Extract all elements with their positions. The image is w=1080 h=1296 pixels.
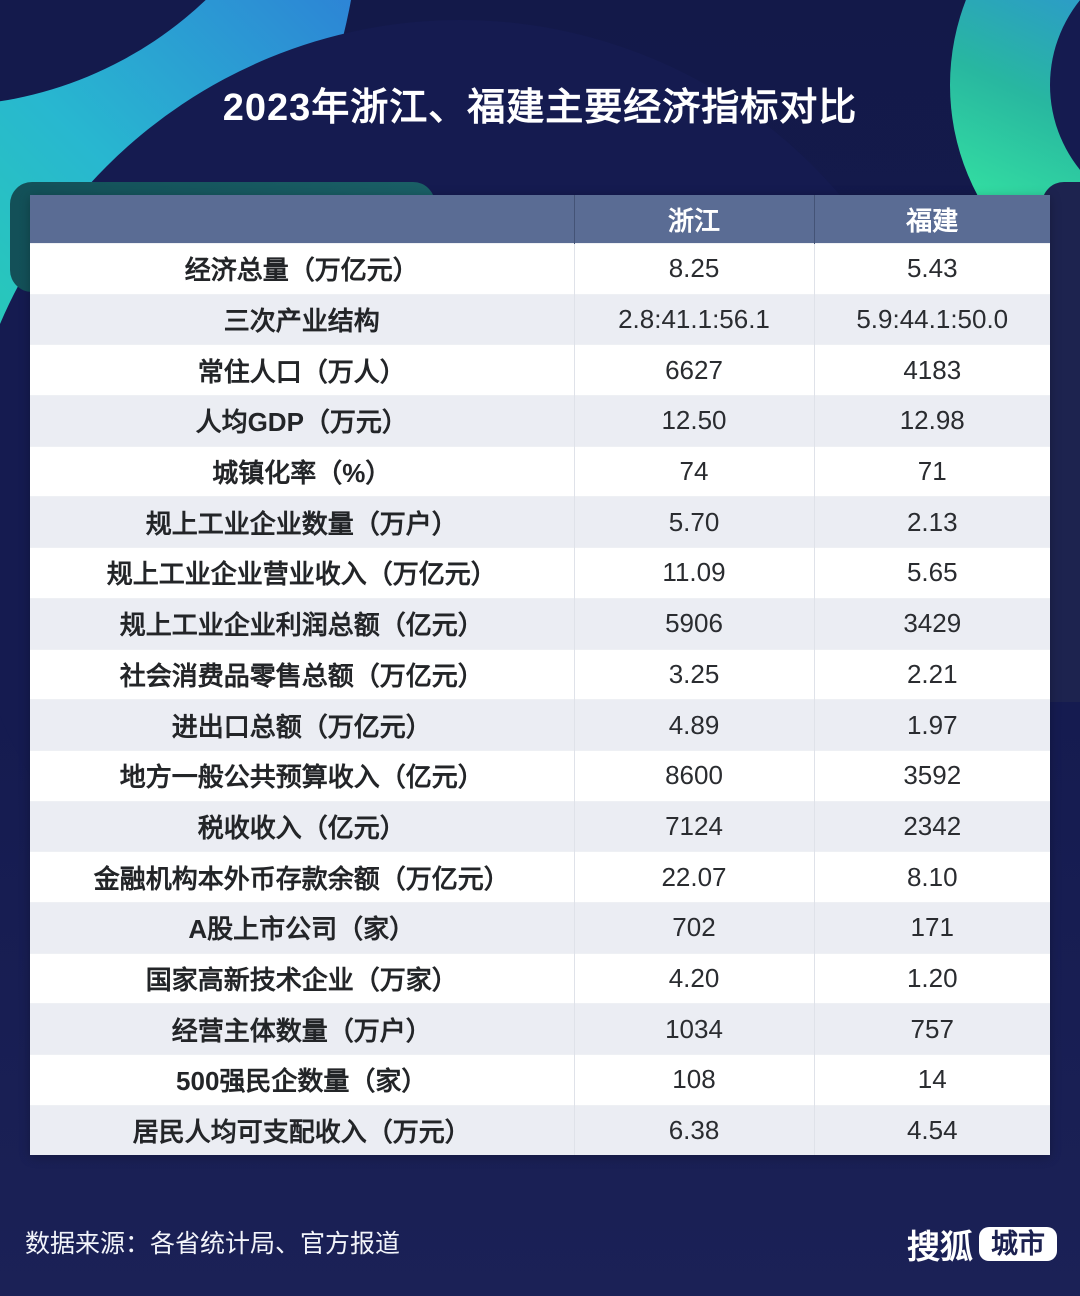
indicator-cell: 规上工业企业营业收入（万亿元） — [106, 559, 497, 590]
fujian-value-cell: 4.54 — [813, 1105, 1050, 1156]
fujian-value-cell: 4183 — [813, 344, 1050, 396]
table-row: 进出口总额（万亿元） 4.89 1.97 — [30, 699, 1050, 751]
fujian-value-cell: 8.10 — [813, 851, 1050, 903]
zhejiang-value-cell: 6627 — [573, 344, 814, 396]
fujian-value-cell: 171 — [813, 902, 1050, 954]
fujian-value-cell: 1.97 — [813, 699, 1050, 751]
indicator-cell: 社会消费品零售总额（万亿元） — [119, 660, 484, 691]
indicator-cell: A股上市公司（家） — [188, 914, 416, 945]
indicator-cell: 三次产业结构 — [223, 306, 380, 337]
fujian-value-cell: 5.65 — [813, 547, 1050, 599]
zhejiang-value-cell: 4.20 — [573, 953, 814, 1004]
indicator-cell: 500强民企数量（家） — [176, 1066, 428, 1097]
table-row: 金融机构本外币存款余额（万亿元） 22.07 8.10 — [30, 851, 1050, 903]
indicator-cell: 常住人口（万人） — [197, 356, 406, 387]
fujian-value-cell: 1.20 — [813, 953, 1050, 1004]
zhejiang-value-cell: 4.89 — [573, 699, 814, 751]
table-row: 地方一般公共预算收入（亿元） 8600 3592 — [30, 750, 1050, 802]
table-row: 城镇化率（%） 74 71 — [30, 446, 1050, 497]
indicator-cell: 金融机构本外币存款余额（万亿元） — [93, 863, 510, 894]
zhejiang-value-cell: 11.09 — [573, 547, 814, 599]
indicator-cell: 地方一般公共预算收入（亿元） — [119, 762, 484, 793]
table-row: 社会消费品零售总额（万亿元） 3.25 2.21 — [30, 649, 1050, 700]
fujian-value-cell: 14 — [813, 1054, 1050, 1106]
indicator-cell: 经营主体数量（万户） — [171, 1015, 432, 1046]
indicator-cell: 规上工业企业利润总额（亿元） — [119, 610, 484, 641]
table-row: 常住人口（万人） 6627 4183 — [30, 344, 1050, 396]
zhejiang-value-cell: 8600 — [573, 750, 814, 802]
indicator-cell: 规上工业企业数量（万户） — [145, 508, 458, 539]
table-row: 居民人均可支配收入（万元） 6.38 4.54 — [30, 1105, 1050, 1156]
table-row: 税收收入（亿元） 7124 2342 — [30, 801, 1050, 852]
fujian-value-cell: 3592 — [813, 750, 1050, 802]
zhejiang-value-cell: 12.50 — [573, 395, 814, 447]
indicator-cell: 进出口总额（万亿元） — [171, 711, 432, 742]
table-row: A股上市公司（家） 702 171 — [30, 902, 1050, 954]
fujian-value-cell: 5.9:44.1:50.0 — [813, 294, 1050, 345]
table-row: 500强民企数量（家） 108 14 — [30, 1054, 1050, 1106]
fujian-value-cell: 71 — [813, 446, 1050, 497]
city-logo-badge: 城市 — [979, 1227, 1057, 1261]
zhejiang-value-cell: 5.70 — [573, 496, 814, 548]
zhejiang-value-cell: 6.38 — [573, 1105, 814, 1156]
zhejiang-value-cell: 7124 — [573, 801, 814, 852]
indicator-cell: 国家高新技术企业（万家） — [145, 964, 458, 995]
zhejiang-value-cell: 702 — [573, 902, 814, 954]
indicator-cell: 人均GDP（万元） — [195, 407, 408, 438]
comparison-table: 浙江 福建 经济总量（万亿元） 8.25 5.43 三次产业结构 2.8:41.1:56… — [30, 195, 1050, 1156]
header-indicator-column — [30, 195, 574, 244]
data-source-note: 数据来源：各省统计局、官方报道 — [25, 1230, 401, 1258]
page-title: 2023年浙江、福建主要经济指标对比 — [222, 87, 858, 129]
header-zhejiang-column: 浙江 — [573, 195, 814, 244]
zhejiang-value-cell: 108 — [573, 1054, 814, 1106]
fujian-value-cell: 2342 — [813, 801, 1050, 852]
fujian-value-cell: 12.98 — [813, 395, 1050, 447]
table-row: 经营主体数量（万户） 1034 757 — [30, 1003, 1050, 1055]
table-header-row: 浙江 福建 — [30, 195, 1050, 244]
zhejiang-value-cell: 2.8:41.1:56.1 — [573, 294, 814, 345]
table-row: 规上工业企业数量（万户） 5.70 2.13 — [30, 496, 1050, 548]
table-row: 人均GDP（万元） 12.50 12.98 — [30, 395, 1050, 447]
indicator-cell: 居民人均可支配收入（万元） — [132, 1117, 471, 1148]
zhejiang-value-cell: 74 — [573, 446, 814, 497]
indicator-cell: 城镇化率（%） — [212, 458, 392, 489]
fujian-value-cell: 2.13 — [813, 496, 1050, 548]
zhejiang-value-cell: 5906 — [573, 598, 814, 649]
zhejiang-value-cell: 1034 — [573, 1003, 814, 1055]
zhejiang-value-cell: 8.25 — [573, 243, 814, 295]
sohu-logo-text: 搜狐 — [907, 1228, 973, 1265]
fujian-value-cell: 5.43 — [813, 243, 1050, 295]
sohu-city-logo: 搜狐 城市 — [907, 1220, 1057, 1268]
table-row: 三次产业结构 2.8:41.1:56.1 5.9:44.1:50.0 — [30, 294, 1050, 345]
indicator-cell: 经济总量（万亿元） — [184, 255, 419, 286]
zhejiang-value-cell: 3.25 — [573, 649, 814, 700]
header-fujian-column: 福建 — [813, 195, 1050, 244]
table-row: 规上工业企业利润总额（亿元） 5906 3429 — [30, 598, 1050, 649]
zhejiang-value-cell: 22.07 — [573, 851, 814, 903]
fujian-value-cell: 3429 — [813, 598, 1050, 649]
fujian-value-cell: 757 — [813, 1003, 1050, 1055]
fujian-value-cell: 2.21 — [813, 649, 1050, 700]
table-row: 规上工业企业营业收入（万亿元） 11.09 5.65 — [30, 547, 1050, 599]
indicator-cell: 税收收入（亿元） — [197, 812, 406, 843]
table-row: 国家高新技术企业（万家） 4.20 1.20 — [30, 953, 1050, 1004]
table-row: 经济总量（万亿元） 8.25 5.43 — [30, 243, 1050, 295]
